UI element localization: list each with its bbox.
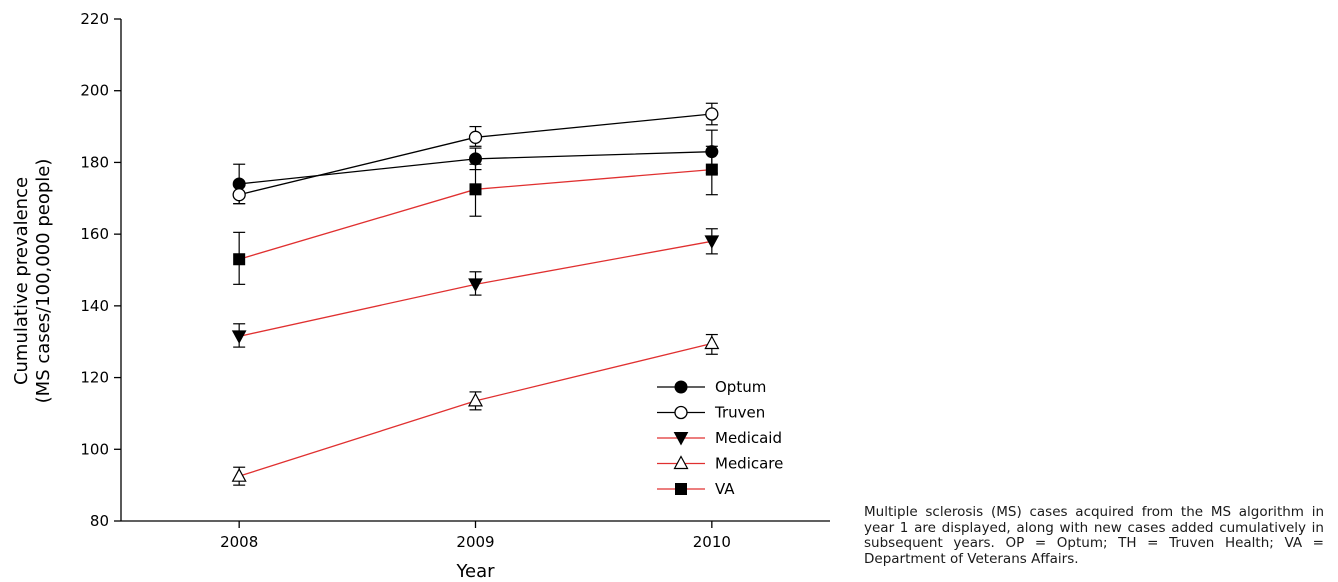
legend-label-optum: Optum: [715, 378, 766, 396]
data-point-medicaid: [468, 278, 483, 292]
y-tick-label: 140: [80, 297, 109, 315]
y-tick-label: 160: [80, 225, 109, 243]
y-tick-label: 220: [80, 10, 109, 28]
x-tick-label: 2009: [456, 533, 494, 551]
data-point-medicaid: [704, 235, 720, 249]
x-tick-label: 2010: [693, 533, 731, 551]
legend-item-va: VA: [657, 480, 735, 498]
y-axis-title-line: (MS cases/100,000 people): [33, 159, 54, 404]
legend-marker-optum: [674, 380, 688, 394]
y-tick-label: 100: [80, 440, 109, 458]
legend-label-va: VA: [715, 480, 735, 498]
data-point-medicaid: [231, 330, 247, 344]
chart-axes: 80 100 120 140 160 180 200 220 2008 2009 2010 Year C…: [11, 10, 830, 582]
chart-series: [231, 102, 720, 486]
data-point-medicare: [231, 467, 247, 482]
data-point-va: [705, 163, 718, 176]
legend-marker-truven: [674, 405, 688, 420]
legend-item-medicare: Medicare: [657, 455, 783, 473]
legend-item-medicaid: Medicaid: [657, 429, 782, 447]
legend-label-truven: Truven: [714, 404, 765, 422]
figure-caption: Multiple sclerosis (MS) cases acquired f…: [864, 504, 1324, 567]
chart-legend: Optum Truven Medicaid Medicare VA: [657, 378, 783, 498]
data-point-va: [469, 183, 482, 196]
data-point-medicare: [467, 392, 484, 407]
legend-marker-medicaid: [673, 432, 689, 446]
x-axis-title: Year: [455, 561, 495, 582]
y-tick-label: 120: [80, 369, 109, 387]
series-va: [233, 145, 718, 285]
data-point-optum: [469, 152, 482, 166]
legend-item-optum: Optum: [657, 378, 766, 396]
x-tick-label: 2008: [220, 533, 258, 551]
series-medicaid: [231, 228, 720, 348]
legend-marker-va: [675, 483, 687, 495]
y-tick-label: 200: [80, 82, 109, 100]
legend-label-medicare: Medicare: [715, 455, 783, 473]
data-point-truven: [232, 188, 246, 202]
series-truven: [232, 102, 719, 205]
legend-marker-medicare: [673, 455, 689, 470]
data-point-va: [233, 253, 246, 266]
y-tick-label: 180: [80, 153, 109, 171]
data-point-medicare: [704, 335, 720, 350]
y-axis-title-line: Cumulative prevalence: [11, 177, 32, 385]
y-tick-label: 80: [90, 512, 109, 530]
legend-item-truven: Truven: [657, 404, 765, 422]
legend-label-medicaid: Medicaid: [715, 429, 782, 447]
data-point-truven: [705, 107, 719, 121]
data-point-truven: [468, 130, 483, 144]
series-medicare: [231, 333, 720, 486]
